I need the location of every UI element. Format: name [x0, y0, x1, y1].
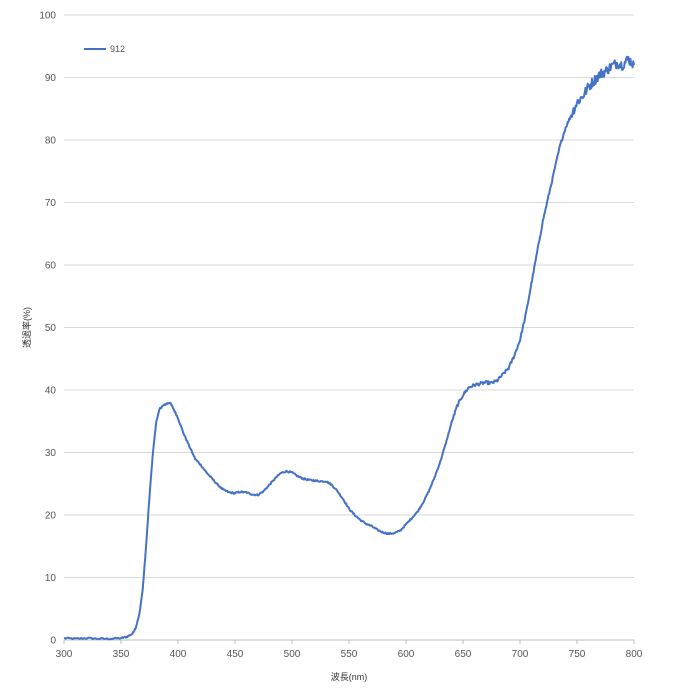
y-tick-label: 90 [45, 73, 57, 84]
x-tick-label: 400 [170, 649, 187, 660]
x-tick-label: 800 [626, 649, 643, 660]
y-tick-label: 20 [45, 511, 57, 522]
y-tick-label: 100 [39, 11, 56, 22]
y-tick-label: 40 [45, 386, 57, 397]
legend: 912 [84, 44, 125, 54]
x-tick-label: 550 [341, 649, 358, 660]
x-tick-label: 450 [227, 649, 244, 660]
y-tick-label: 30 [45, 448, 57, 459]
x-tick-label: 700 [512, 649, 529, 660]
x-tick-label: 750 [569, 649, 586, 660]
y-axis-title: 透過率(%) [21, 307, 32, 348]
legend-label: 912 [110, 44, 125, 54]
x-axis-title: 波長(nm) [331, 671, 368, 682]
x-tick-label: 500 [284, 649, 301, 660]
x-tick-label: 650 [455, 649, 472, 660]
y-tick-label: 50 [45, 323, 57, 334]
series-layer [63, 55, 635, 641]
x-tick-label: 300 [56, 649, 73, 660]
series-line-912 [63, 55, 635, 641]
x-tick-label: 350 [113, 649, 130, 660]
grid [64, 14, 634, 578]
axes: 0 10 20 30 40 50 60 70 80 90 100 300 350 400 450 500 550… [39, 11, 642, 661]
y-tick-label: 80 [45, 136, 57, 147]
y-tick-label: 10 [45, 573, 57, 584]
y-tick-label: 0 [50, 636, 56, 647]
x-tick-label: 600 [398, 649, 415, 660]
y-tick-label: 70 [45, 198, 57, 209]
y-tick-label: 60 [45, 261, 57, 272]
